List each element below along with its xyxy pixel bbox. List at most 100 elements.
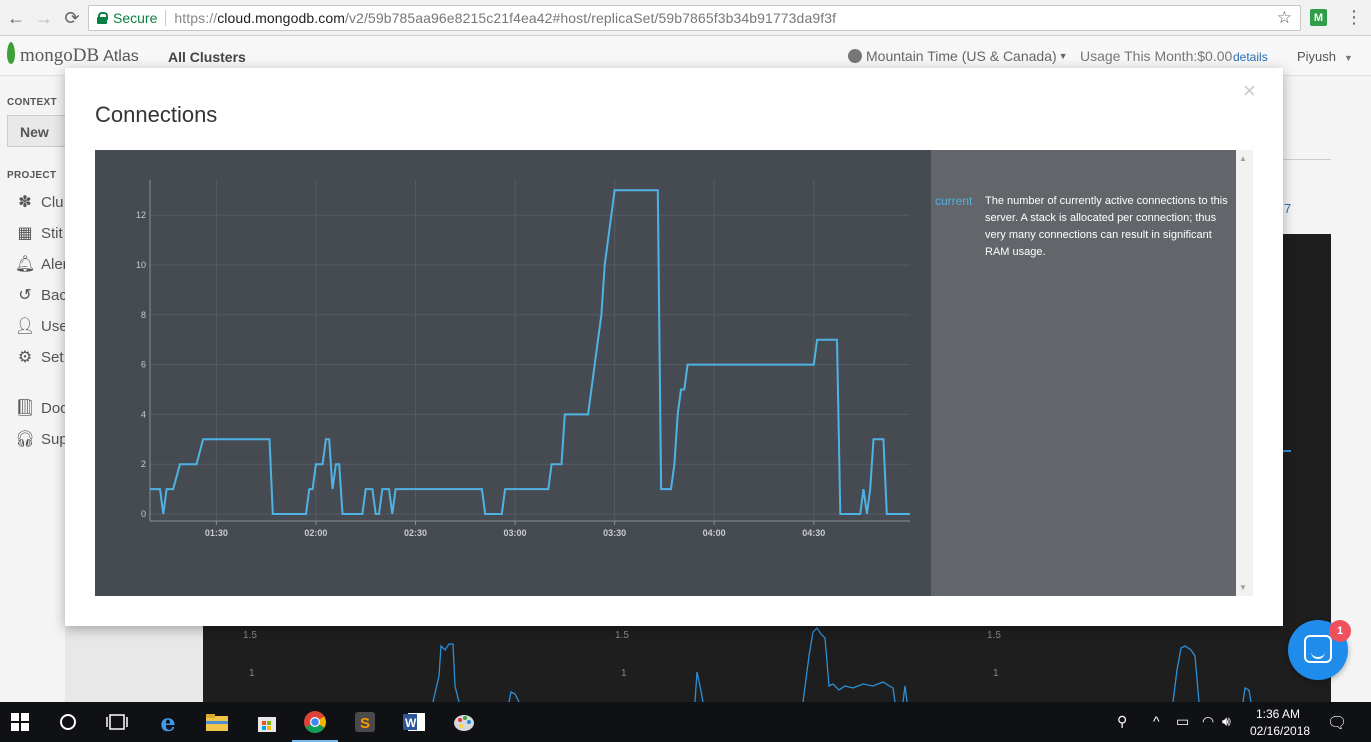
sidebar-item-users[interactable]: 👤︎ Use [14,317,68,336]
sidebar-item-alerts[interactable]: 🔔︎ Aler [14,255,68,274]
secure-label: Secure [113,10,158,26]
battery-icon[interactable]: ▭ [1176,713,1190,729]
sidebar-item-backup[interactable]: ↺ Bac [16,286,67,305]
clusters-icon: ✽ [18,194,32,211]
chart-ticks: 0 2 4 6 8 10 12 01:30 02:00 02:30 03:00 03:30 04:00 0… [136,210,825,538]
windows-start-icon[interactable] [6,708,34,736]
bell-icon: 🔔︎ [14,256,36,273]
windows-taskbar: e S W ⚲ ^ ▭ ◠ 🔊︎ 1:36 AM 02/16/2018 🗨︎ [0,702,1371,742]
sidebar-item-label: Set [41,348,64,366]
url-text: https://cloud.mongodb.com/v2/59b785aa96e… [174,10,836,26]
modal-title: Connections [95,102,218,127]
book-icon: 📕︎ [14,400,36,417]
cortana-icon[interactable] [54,708,82,736]
underlying-sparkline [902,685,908,702]
url-path: /v2/59b785aa96e8215c21f4ea42#host/replic… [344,10,837,26]
details-link[interactable]: details [1233,50,1268,64]
url-scheme: https:// [174,10,218,26]
clock-time[interactable]: 1:36 AM [1256,707,1301,721]
back-arrow-icon[interactable]: ← [7,7,25,28]
sidebar-item-label: Aler [41,255,68,273]
mongodb-leaf-icon [7,42,15,64]
series-line-current [150,189,910,515]
notifications-icon[interactable]: 🗨︎ [1327,715,1348,732]
x-tick-label: 01:30 [205,528,228,538]
all-clusters-link[interactable]: All Clusters [168,49,246,65]
edge-icon[interactable]: e [160,707,176,737]
chart-axes [149,180,910,525]
forward-arrow-icon[interactable]: → [35,7,53,28]
underlying-sparkline [802,626,896,702]
brand-logo[interactable]: mongoDB Atlas [20,45,139,67]
sidebar-item-label: Sup [41,430,68,448]
timezone-label: Mountain Time (US & Canada) [866,48,1057,64]
sidebar-item-support[interactable]: 🎧︎ Sup [15,430,68,449]
x-tick-label: 04:00 [703,528,726,538]
globe-icon [848,49,862,63]
caret-down-icon: ▼ [1058,51,1068,61]
underlying-sparkline [1172,645,1200,702]
underlying-charts: 1.5 1 1.5 1 1.5 1 [203,626,1283,702]
wifi-icon[interactable]: ◠ [1202,713,1215,729]
svg-text:S: S [360,715,370,732]
store-icon[interactable] [253,708,281,736]
sidebar: CONTEXT New PROJECT ✽ Clu ▦ Stit 🔔︎ Aler ↺ B… [0,76,77,702]
reload-icon[interactable]: ⟳ [64,7,80,28]
task-view-icon[interactable] [103,708,131,736]
show-hidden-icons-icon[interactable]: ^ [1153,713,1160,729]
sublime-icon[interactable]: S [351,708,379,736]
clock-date[interactable]: 02/16/2018 [1250,724,1311,738]
page-link-fragment[interactable]: 7 [1284,201,1292,216]
volume-icon[interactable]: 🔊︎ [1222,713,1231,729]
y-tick-label: 4 [141,409,146,419]
scroll-down-arrow-icon[interactable]: ▼ [1239,583,1247,592]
user-icon: 👤︎ [14,318,36,335]
sidebar-item-settings[interactable]: ⚙ Set [16,348,64,367]
file-explorer-icon[interactable] [203,708,231,736]
people-icon[interactable]: ⚲ [1117,713,1128,729]
chrome-glyph [304,711,326,733]
x-tick-label: 02:00 [304,528,327,538]
timezone-dropdown[interactable]: Mountain Time (US & Canada) ▼ [848,48,1068,64]
underlying-sparkline [1242,687,1252,702]
connections-modal: Connections × 0 2 4 6 8 10 12 01:30 02:00 02:30 03… [65,68,1283,626]
bookmark-star-icon[interactable]: ☆ [1276,8,1292,27]
context-label: CONTEXT [7,97,57,108]
underlying-sparklines [432,626,1252,702]
paint-glyph [454,715,474,731]
underlying-tick-label: 1.5 [987,630,1001,641]
word-icon[interactable]: W [400,708,428,736]
task-view-glyph [106,714,128,730]
legend-series-name[interactable]: current [935,194,973,208]
url-host: cloud.mongodb.com [217,10,345,26]
word-glyph: W [403,713,425,731]
address-bar[interactable]: Secure https://cloud.mongodb.com/v2/59b7… [88,5,1301,31]
scrollbar[interactable]: ▲ ▼ [1236,150,1253,596]
chrome-icon[interactable] [301,708,329,736]
usage-label: Usage This Month:$0.00 [1080,48,1233,64]
browser-menu-icon[interactable]: ⋮ [1345,7,1363,27]
user-menu[interactable]: Piyush ▼ [1297,49,1353,64]
y-tick-label: 10 [136,260,146,270]
underlying-chart-marker [1283,450,1291,452]
page-divider [1283,159,1331,160]
sidebar-item-label: Use [41,317,68,335]
chart-panel: 0 2 4 6 8 10 12 01:30 02:00 02:30 03:00 03:30 04:00 0… [95,150,931,596]
caret-down-icon: ▼ [1344,53,1353,63]
project-label: PROJECT [7,170,57,181]
extension-icon[interactable]: M [1310,9,1327,26]
scroll-up-arrow-icon[interactable]: ▲ [1239,154,1247,163]
brand-suffix: Atlas [103,48,139,65]
underlying-tick-label: 1 [249,668,255,679]
paint-icon[interactable] [450,708,478,736]
legend-description: The number of currently active connectio… [985,195,1228,258]
url-separator [165,10,167,26]
store-glyph [258,717,276,732]
sidebar-item-docs[interactable]: 📕︎ Doc [14,399,68,418]
sidebar-item-stitch[interactable]: ▦ Stit [16,224,62,243]
y-tick-label: 8 [141,310,146,320]
sidebar-item-label: Clu [41,193,64,211]
chat-notification-badge: 1 [1329,620,1351,642]
sidebar-item-clusters[interactable]: ✽ Clu [16,193,64,212]
close-icon[interactable]: × [1243,78,1256,103]
